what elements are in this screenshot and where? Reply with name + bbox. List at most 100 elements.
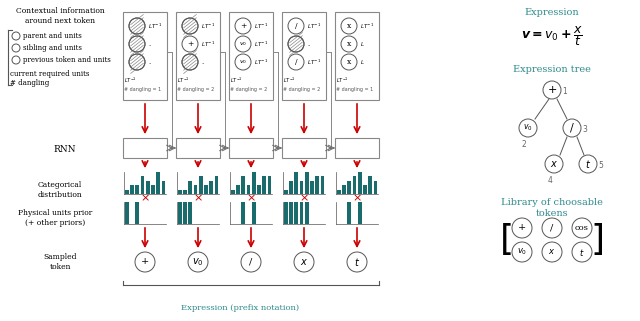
Text: .: . [307,41,309,47]
Text: $v_0$: $v_0$ [523,123,533,133]
Text: ]: ] [590,223,604,257]
Circle shape [579,155,597,173]
Text: +: + [240,22,246,30]
Text: $LT^{-1}$: $LT^{-1}$ [254,39,268,49]
Bar [353,177,356,194]
Text: Expression (prefix notation): Expression (prefix notation) [181,304,299,312]
Text: $\times$: $\times$ [193,193,203,203]
Circle shape [129,36,145,52]
Bar [305,172,308,194]
Bar [305,202,308,224]
Text: /: / [294,58,298,66]
Text: $LT^{-1}$: $LT^{-1}$ [307,22,321,30]
Bar [193,185,197,194]
Circle shape [135,252,155,272]
Bar [246,185,250,194]
Bar [183,190,187,194]
Text: $t$: $t$ [579,247,585,257]
Text: $\times$: $\times$ [299,193,309,203]
Text: $LT^{-1}$: $LT^{-1}$ [254,57,268,67]
Text: $x$: $x$ [550,159,558,169]
Circle shape [288,54,304,70]
Circle shape [182,54,198,70]
Text: Sampled
token: Sampled token [44,253,77,271]
Bar [321,177,324,194]
Text: $t$: $t$ [585,158,591,170]
Text: $LT^{-1}$: $LT^{-1}$ [124,75,137,85]
Circle shape [294,252,314,272]
Text: $\times$: $\times$ [140,193,150,203]
Bar [178,190,182,194]
Bar [236,185,240,194]
Circle shape [288,36,304,52]
Text: .: . [148,41,150,47]
Circle shape [288,18,304,34]
Text: 2: 2 [522,140,526,149]
Bar [294,172,298,194]
Circle shape [545,155,563,173]
Bar [342,185,346,194]
Circle shape [235,54,251,70]
Circle shape [542,218,562,238]
Text: $LT^{-1}$: $LT^{-1}$ [201,39,215,49]
Text: Contextual information
around next token: Contextual information around next token [15,7,104,25]
Text: 5: 5 [598,161,603,170]
Bar [209,181,213,194]
Text: # dangling: # dangling [10,79,49,87]
Bar [241,177,245,194]
Bar [123,12,167,100]
Circle shape [512,218,532,238]
Bar [229,12,273,100]
Bar [204,185,208,194]
Circle shape [341,36,357,52]
Text: x: x [347,22,351,30]
Text: $L$: $L$ [360,40,365,48]
Bar [289,181,292,194]
Text: /: / [570,123,574,133]
Circle shape [563,119,581,137]
Text: /: / [250,257,253,266]
Text: +: + [518,223,526,232]
Bar [282,12,326,100]
Text: $LT^{-1}$: $LT^{-1}$ [283,75,296,85]
Text: 4: 4 [548,176,552,185]
Text: Expression: Expression [525,8,579,17]
Circle shape [129,18,145,34]
Text: x: x [347,58,351,66]
Text: # dangling = 2: # dangling = 2 [230,86,268,91]
Circle shape [347,252,367,272]
Text: $\times$: $\times$ [352,193,362,203]
Text: $\boldsymbol{v = v_0 + \dfrac{x}{t}}$: $\boldsymbol{v = v_0 + \dfrac{x}{t}}$ [521,24,583,48]
Bar [335,138,379,158]
Text: $\times$: $\times$ [246,193,256,203]
Circle shape [543,81,561,99]
Circle shape [182,36,198,52]
Bar [374,181,378,194]
Text: $v_0$: $v_0$ [517,247,527,257]
Bar [335,12,379,100]
Bar [358,202,362,224]
Text: $LT^{-1}$: $LT^{-1}$ [336,75,349,85]
Bar [268,177,271,194]
Text: $x$: $x$ [548,247,556,256]
Text: RNN: RNN [54,145,76,154]
Circle shape [512,242,532,262]
Text: 3: 3 [582,126,587,134]
Text: $LT^{-1}$: $LT^{-1}$ [307,57,321,67]
Bar [176,12,220,100]
Text: $v_0$: $v_0$ [239,40,247,48]
Bar [183,202,187,224]
Bar [151,185,155,194]
Bar [368,177,372,194]
Text: cos: cos [575,224,589,232]
Circle shape [572,242,592,262]
Text: Expression tree: Expression tree [513,65,591,74]
Text: $LT^{-1}$: $LT^{-1}$ [230,75,243,85]
Text: $v_0$: $v_0$ [192,256,204,268]
Bar [358,172,362,194]
Bar [316,177,319,194]
Bar [135,185,139,194]
Circle shape [572,218,592,238]
Text: $v_0$: $v_0$ [239,58,247,66]
Circle shape [341,54,357,70]
